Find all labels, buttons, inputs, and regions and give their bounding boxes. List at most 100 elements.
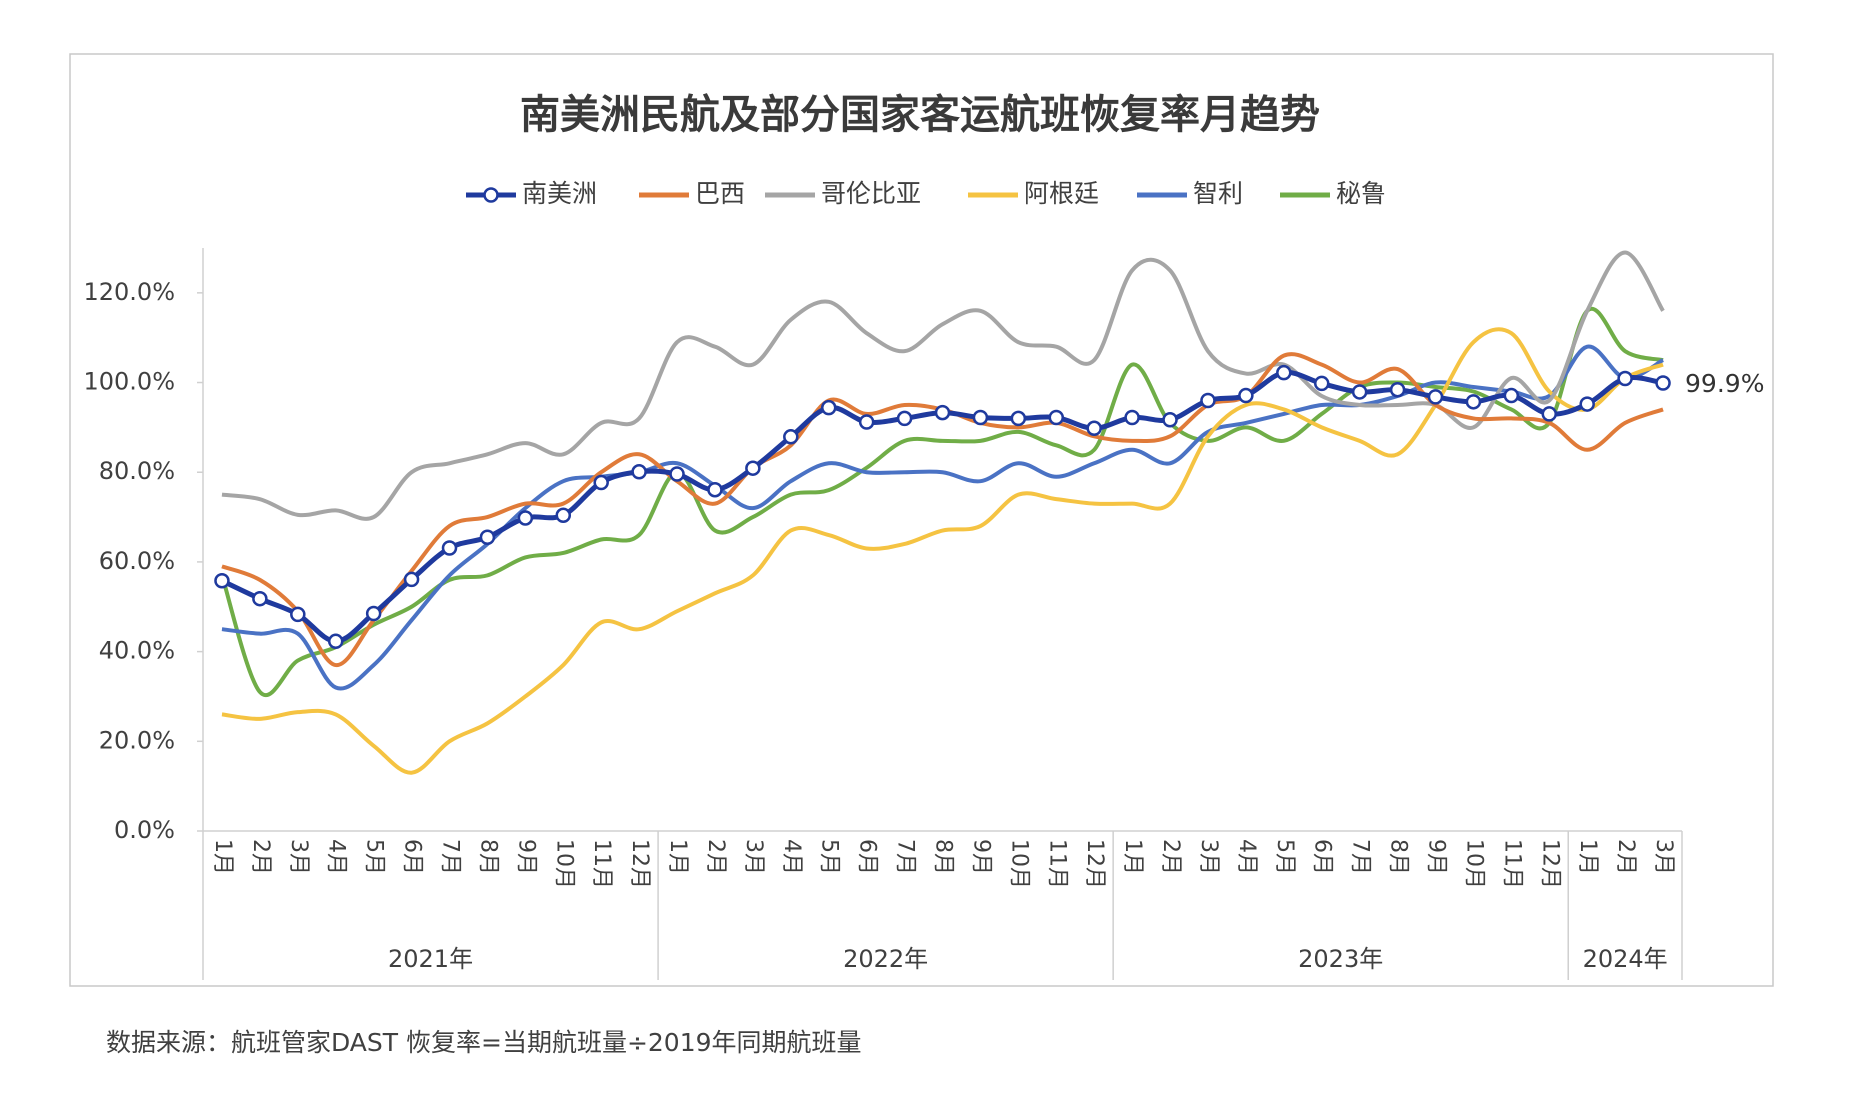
x-tick-label: 10月 xyxy=(551,839,576,889)
x-tick-label: 8月 xyxy=(475,839,500,875)
point-marker xyxy=(1427,389,1444,405)
legend-label: 巴西 xyxy=(695,179,745,208)
point-marker xyxy=(1503,387,1520,404)
x-tick-label: 9月 xyxy=(513,839,538,875)
group-label: 2024年 xyxy=(1583,945,1668,973)
x-tick-label: 6月 xyxy=(400,839,425,875)
x-tick-label: 4月 xyxy=(779,839,804,875)
x-tick-label: 3月 xyxy=(286,839,311,875)
point-marker xyxy=(1465,394,1482,410)
x-tick-label: 1月 xyxy=(1120,839,1145,875)
legend-label: 秘鲁 xyxy=(1336,179,1386,208)
point-marker xyxy=(934,404,951,421)
point-marker xyxy=(783,429,799,445)
point-marker xyxy=(593,474,609,491)
legend-label: 阿根廷 xyxy=(1024,179,1099,208)
x-tick-label: 11月 xyxy=(1499,839,1524,889)
point-marker xyxy=(1048,409,1065,426)
x-tick-label: 6月 xyxy=(855,839,880,875)
x-tick-label: 1月 xyxy=(210,839,235,875)
y-tick-label: 100.0% xyxy=(83,368,175,396)
x-tick-label: 12月 xyxy=(1537,839,1562,889)
series-line xyxy=(221,344,1665,691)
x-tick-label: 4月 xyxy=(1234,839,1259,875)
x-tick-label: 7月 xyxy=(1348,839,1373,875)
x-tick-label: 5月 xyxy=(817,839,842,875)
point-marker xyxy=(669,466,685,482)
x-tick-label: 8月 xyxy=(931,839,956,875)
point-marker xyxy=(1541,406,1558,422)
series-line xyxy=(220,306,1664,697)
point-marker xyxy=(1162,412,1178,428)
x-tick-label: 1月 xyxy=(665,839,690,875)
point-marker xyxy=(252,590,268,607)
point-marker xyxy=(1655,375,1671,391)
legend-label: 南美洲 xyxy=(522,179,597,208)
point-marker xyxy=(441,540,458,556)
x-tick-label: 3月 xyxy=(1196,839,1221,875)
point-marker xyxy=(479,529,496,546)
series-line xyxy=(221,327,1664,775)
point-marker xyxy=(820,399,837,416)
point-marker xyxy=(896,410,913,427)
x-tick-label: 11月 xyxy=(589,839,614,889)
point-marker xyxy=(1086,420,1102,437)
x-tick-label: 9月 xyxy=(968,839,993,875)
point-marker xyxy=(631,464,647,480)
x-tick-label: 2月 xyxy=(1613,839,1638,875)
x-tick-label: 2月 xyxy=(248,839,273,875)
point-marker xyxy=(1124,409,1140,426)
point-marker xyxy=(745,460,761,476)
x-tick-label: 6月 xyxy=(1310,839,1335,875)
point-marker xyxy=(327,633,344,650)
point-marker xyxy=(403,571,420,588)
point-marker xyxy=(1313,375,1330,392)
x-tick-label: 9月 xyxy=(1424,839,1449,875)
y-tick-label: 20.0% xyxy=(99,726,175,754)
data-label: 99.9% xyxy=(1685,369,1764,398)
y-tick-label: 40.0% xyxy=(99,637,175,665)
legend-label: 哥伦比亚 xyxy=(821,179,921,208)
point-marker xyxy=(214,573,230,589)
x-tick-label: 5月 xyxy=(362,839,387,875)
y-tick-label: 0.0% xyxy=(114,816,175,844)
point-marker xyxy=(517,510,534,526)
chart-title: 南美洲民航及部分国家客运航班恢复率月趋势 xyxy=(520,92,1320,138)
point-marker xyxy=(707,481,723,498)
legend-marker xyxy=(483,187,499,203)
group-label: 2021年 xyxy=(388,945,473,973)
point-marker xyxy=(1200,392,1216,409)
point-marker xyxy=(1238,387,1254,404)
x-tick-label: 12月 xyxy=(627,839,652,889)
x-tick-label: 5月 xyxy=(1272,839,1297,875)
x-tick-label: 4月 xyxy=(324,839,349,875)
point-marker xyxy=(290,606,306,623)
x-tick-label: 1月 xyxy=(1575,839,1600,875)
point-marker xyxy=(972,409,989,426)
x-tick-label: 11月 xyxy=(1044,839,1069,889)
y-tick-label: 80.0% xyxy=(99,457,175,485)
x-tick-label: 10月 xyxy=(1461,839,1486,889)
group-label: 2022年 xyxy=(843,945,928,973)
group-label: 2023年 xyxy=(1298,945,1383,973)
x-tick-label: 7月 xyxy=(438,839,463,875)
point-marker xyxy=(365,605,382,622)
point-marker xyxy=(858,414,875,430)
x-tick-label: 3月 xyxy=(741,839,766,875)
x-tick-label: 2月 xyxy=(1158,839,1183,875)
point-marker xyxy=(1276,364,1292,381)
y-tick-label: 60.0% xyxy=(99,547,175,575)
x-tick-label: 7月 xyxy=(893,839,918,875)
x-tick-label: 3月 xyxy=(1651,839,1676,875)
x-tick-label: 10月 xyxy=(1006,839,1031,889)
x-tick-label: 2月 xyxy=(703,839,728,875)
point-marker xyxy=(555,507,572,524)
point-marker xyxy=(1579,396,1595,412)
point-marker xyxy=(1617,370,1633,387)
x-tick-label: 12月 xyxy=(1082,839,1107,889)
point-marker xyxy=(1351,384,1368,400)
point-marker xyxy=(1010,410,1027,427)
legend-label: 智利 xyxy=(1193,179,1243,208)
